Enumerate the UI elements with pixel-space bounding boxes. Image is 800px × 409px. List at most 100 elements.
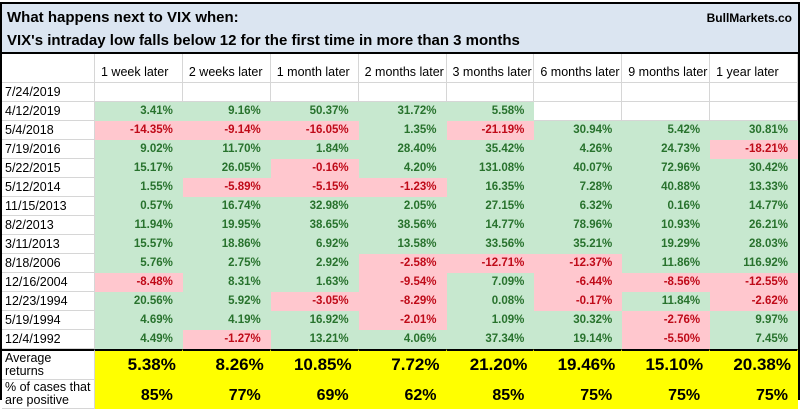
- return-cell[interactable]: 4.69%: [95, 311, 183, 330]
- return-cell[interactable]: 40.07%: [534, 159, 623, 178]
- date-cell[interactable]: 5/4/2018: [2, 121, 95, 140]
- return-cell[interactable]: 6.32%: [534, 197, 623, 216]
- return-cell[interactable]: -16.05%: [270, 121, 359, 140]
- return-cell[interactable]: [534, 102, 623, 121]
- return-cell[interactable]: [622, 83, 711, 102]
- return-cell[interactable]: 72.96%: [622, 159, 711, 178]
- return-cell[interactable]: 2.92%: [270, 254, 359, 273]
- date-cell[interactable]: 3/11/2013: [2, 235, 95, 254]
- return-cell[interactable]: [95, 83, 183, 102]
- return-cell[interactable]: 9.02%: [95, 140, 183, 159]
- return-cell[interactable]: 7.28%: [534, 178, 623, 197]
- return-cell[interactable]: 31.72%: [358, 102, 447, 121]
- return-cell[interactable]: -3.05%: [270, 292, 359, 311]
- return-cell[interactable]: 5.92%: [182, 292, 271, 311]
- return-cell[interactable]: 50.37%: [270, 102, 359, 121]
- return-cell[interactable]: 32.98%: [270, 197, 359, 216]
- return-cell[interactable]: 5.42%: [622, 121, 711, 140]
- return-cell[interactable]: -0.17%: [534, 292, 623, 311]
- return-cell[interactable]: -8.56%: [622, 273, 711, 292]
- percent-cell[interactable]: 77%: [182, 380, 271, 409]
- date-cell[interactable]: 12/4/1992: [2, 330, 95, 349]
- return-cell[interactable]: 8.31%: [182, 273, 271, 292]
- return-cell[interactable]: 19.29%: [622, 235, 711, 254]
- date-cell[interactable]: 12/23/1994: [2, 292, 95, 311]
- return-cell[interactable]: -2.58%: [358, 254, 447, 273]
- return-cell[interactable]: 28.40%: [358, 140, 447, 159]
- return-cell[interactable]: [534, 83, 623, 102]
- return-cell[interactable]: 38.65%: [270, 216, 359, 235]
- return-cell[interactable]: [710, 83, 798, 102]
- date-cell[interactable]: 7/24/2019: [2, 83, 95, 102]
- return-cell[interactable]: 19.14%: [534, 330, 623, 349]
- return-cell[interactable]: -21.19%: [446, 121, 535, 140]
- percent-cell[interactable]: 85%: [446, 380, 535, 409]
- return-cell[interactable]: 35.21%: [534, 235, 623, 254]
- return-cell[interactable]: [622, 102, 711, 121]
- return-cell[interactable]: -9.54%: [358, 273, 447, 292]
- return-cell[interactable]: 9.97%: [710, 311, 798, 330]
- average-cell[interactable]: 19.46%: [534, 349, 623, 380]
- return-cell[interactable]: 16.35%: [446, 178, 535, 197]
- return-cell[interactable]: 20.56%: [95, 292, 183, 311]
- return-cell[interactable]: [710, 102, 798, 121]
- return-cell[interactable]: -12.71%: [446, 254, 535, 273]
- return-cell[interactable]: -5.50%: [622, 330, 711, 349]
- return-cell[interactable]: 28.03%: [710, 235, 798, 254]
- return-cell[interactable]: 30.81%: [710, 121, 798, 140]
- return-cell[interactable]: 38.56%: [358, 216, 447, 235]
- date-cell[interactable]: 5/12/2014: [2, 178, 95, 197]
- summary-label[interactable]: % of cases that are positive: [2, 380, 95, 409]
- return-cell[interactable]: -9.14%: [182, 121, 271, 140]
- return-cell[interactable]: -8.29%: [358, 292, 447, 311]
- return-cell[interactable]: -2.76%: [622, 311, 711, 330]
- return-cell[interactable]: 6.92%: [270, 235, 359, 254]
- return-cell[interactable]: -5.15%: [270, 178, 359, 197]
- column-header[interactable]: 1 week later: [95, 54, 183, 83]
- return-cell[interactable]: -5.89%: [182, 178, 271, 197]
- date-cell[interactable]: 5/22/2015: [2, 159, 95, 178]
- return-cell[interactable]: 7.09%: [446, 273, 535, 292]
- return-cell[interactable]: 37.34%: [446, 330, 535, 349]
- column-header[interactable]: 9 months later: [622, 54, 711, 83]
- column-header[interactable]: 3 months later: [446, 54, 535, 83]
- return-cell[interactable]: 1.84%: [270, 140, 359, 159]
- return-cell[interactable]: 5.58%: [446, 102, 535, 121]
- return-cell[interactable]: 1.35%: [358, 121, 447, 140]
- return-cell[interactable]: 11.86%: [622, 254, 711, 273]
- date-cell[interactable]: 12/16/2004: [2, 273, 95, 292]
- return-cell[interactable]: -1.27%: [182, 330, 271, 349]
- return-cell[interactable]: 5.76%: [95, 254, 183, 273]
- return-cell[interactable]: -6.44%: [534, 273, 623, 292]
- return-cell[interactable]: 9.16%: [182, 102, 271, 121]
- date-cell[interactable]: 5/19/1994: [2, 311, 95, 330]
- return-cell[interactable]: 4.26%: [534, 140, 623, 159]
- percent-cell[interactable]: 75%: [622, 380, 711, 409]
- percent-cell[interactable]: 75%: [534, 380, 623, 409]
- return-cell[interactable]: 40.88%: [622, 178, 711, 197]
- column-header[interactable]: 1 month later: [270, 54, 359, 83]
- return-cell[interactable]: 10.93%: [622, 216, 711, 235]
- date-cell[interactable]: 4/12/2019: [2, 102, 95, 121]
- return-cell[interactable]: -12.55%: [710, 273, 798, 292]
- return-cell[interactable]: 15.17%: [95, 159, 183, 178]
- corner-cell[interactable]: [2, 54, 95, 83]
- return-cell[interactable]: 0.08%: [446, 292, 535, 311]
- return-cell[interactable]: 13.58%: [358, 235, 447, 254]
- average-cell[interactable]: 5.38%: [95, 349, 183, 380]
- return-cell[interactable]: 2.75%: [182, 254, 271, 273]
- return-cell[interactable]: [270, 83, 359, 102]
- return-cell[interactable]: [446, 83, 535, 102]
- return-cell[interactable]: 4.49%: [95, 330, 183, 349]
- date-cell[interactable]: 8/18/2006: [2, 254, 95, 273]
- column-header[interactable]: 1 year later: [710, 54, 798, 83]
- percent-cell[interactable]: 85%: [95, 380, 183, 409]
- return-cell[interactable]: 26.05%: [182, 159, 271, 178]
- return-cell[interactable]: 30.32%: [534, 311, 623, 330]
- return-cell[interactable]: 19.95%: [182, 216, 271, 235]
- return-cell[interactable]: 27.15%: [446, 197, 535, 216]
- return-cell[interactable]: 33.56%: [446, 235, 535, 254]
- return-cell[interactable]: 116.92%: [710, 254, 798, 273]
- return-cell[interactable]: 1.63%: [270, 273, 359, 292]
- return-cell[interactable]: 16.74%: [182, 197, 271, 216]
